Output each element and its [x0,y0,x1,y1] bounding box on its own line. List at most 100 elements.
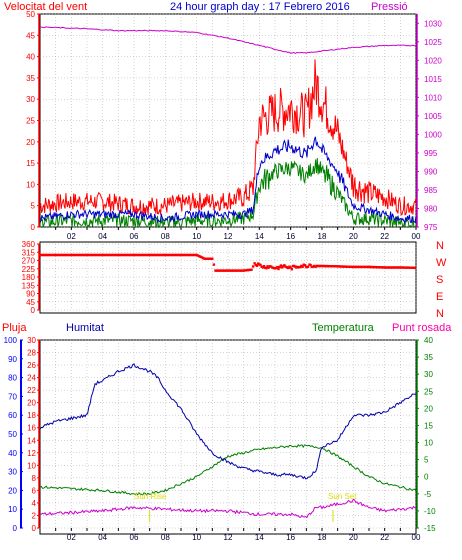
direction-point [306,265,310,268]
direction-point [44,253,47,257]
pressure-y-tick-label: 1020 [424,56,442,65]
direction-point [81,253,85,257]
direction-point [188,253,192,257]
humidity-y-tick-label: 20 [27,399,36,408]
temp-y-tick-label: 0 [424,473,429,482]
wind-y-tick-label: 50 [26,10,35,19]
direction-point [148,253,151,257]
direction-point [341,265,345,268]
rain-y-tick-label: 30 [8,468,17,477]
wind-x-tick-label: 10 [192,232,201,241]
sun-set-label: Sun Set [328,492,357,501]
wind-y-tick-label: 35 [26,74,35,83]
direction-point [97,253,100,257]
direction-point [165,253,168,257]
humidity-y-tick-label: 16 [27,424,36,433]
direction-point [198,255,201,258]
direction-point [203,257,206,260]
direction-point [190,253,193,257]
humidity-y-tick-label: 12 [27,449,36,458]
humidity-x-tick-label: 06 [130,533,139,542]
direction-point [149,253,153,257]
direction-point [412,266,415,269]
direction-point [121,253,124,257]
direction-point [45,253,48,257]
wind-x-tick-label: 06 [130,232,139,241]
temp-y-tick-label: -5 [424,490,432,499]
direction-point [384,266,388,269]
pressure-y-tick-label: 985 [424,186,438,195]
direction-point [336,265,339,268]
direction-point [331,265,334,268]
direction-point [119,253,123,257]
direction-point [94,253,98,257]
direction-point [160,253,163,257]
pressure-y-tick-label: 995 [424,149,438,158]
direction-y-tick-label: 225 [22,265,36,274]
direction-point [380,266,384,269]
direction-point [379,266,382,269]
direction-point [161,253,164,257]
direction-point [152,253,155,257]
direction-point [243,269,247,272]
direction-point [239,269,243,272]
rain-y-tick-label: 90 [8,355,17,364]
direction-point [122,253,125,257]
temp-y-tick-label: 35 [424,353,433,362]
direction-point [172,253,175,257]
direction-point [164,253,167,257]
direction-point [262,265,266,268]
direction-point [223,269,226,272]
direction-point [403,266,406,269]
direction-y-tick-label: 135 [22,281,36,290]
humidity-x-tick-label: 02 [67,533,76,542]
sun-rise-label: Sun Rise [134,492,167,501]
direction-point [409,266,412,269]
direction-point [66,253,69,257]
humidity-y-tick-label: 28 [27,349,36,358]
direction-point [344,265,347,268]
direction-point [191,253,194,257]
direction-point [102,253,106,257]
humidity-y-tick-label: 22 [27,386,36,395]
direction-point [156,253,159,257]
direction-point [182,253,185,257]
direction-point [232,269,235,272]
direction-point [303,264,307,267]
direction-point [74,253,77,257]
direction-point [177,253,180,257]
wind-speed-label: Velocitat del vent [4,1,87,13]
direction-point [378,266,381,269]
pressure-y-tick-label: 1030 [424,19,442,28]
direction-point [395,266,398,269]
direction-y-tick-label: 315 [22,248,36,257]
direction-point [388,266,392,269]
direction-point [157,253,160,257]
direction-point [277,267,280,271]
direction-point [327,265,330,268]
wind-x-tick-label: 16 [286,232,295,241]
direction-point [215,269,218,272]
wind-y-tick-label: 20 [26,138,35,147]
wind-y-tick-label: 10 [26,180,35,189]
humidity-y-tick-label: 0 [32,524,37,533]
direction-point [392,266,395,269]
direction-point [337,265,341,268]
direction-point [313,264,316,268]
direction-point [354,265,358,269]
wind-x-tick-label: 04 [98,232,107,241]
direction-point [285,266,289,269]
direction-point [298,265,302,269]
direction-point [387,266,390,269]
direction-point [353,265,356,269]
direction-point [265,267,268,270]
direction-point [345,265,348,268]
direction-point [128,253,132,257]
direction-point [61,253,64,257]
direction-point [230,269,234,272]
compass-s: S [436,274,443,286]
direction-point [183,253,187,257]
temp-y-tick-label: 25 [424,387,433,396]
direction-point [76,253,80,257]
